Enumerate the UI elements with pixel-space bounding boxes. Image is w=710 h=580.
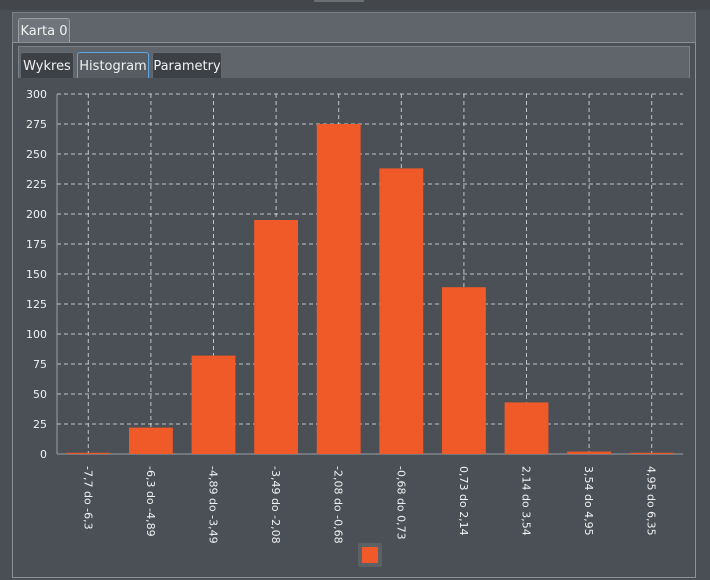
y-tick-label: 225 [26, 178, 47, 191]
inner-tab-strip: Wykres Histogram Parametry [18, 46, 690, 79]
y-tick-label: 250 [26, 148, 47, 161]
tab-wykres-label: Wykres [23, 58, 71, 74]
card-panel: Wykres Histogram Parametry 0 25 50 75 100 125… [12, 42, 696, 578]
tab-parametry[interactable]: Parametry [152, 52, 222, 79]
tab-wykres[interactable]: Wykres [20, 52, 74, 79]
tab-histogram-label: Histogram [79, 58, 147, 74]
y-tick-label: 200 [26, 208, 47, 221]
x-tick-label: -0,68 do 0,73 [394, 466, 407, 540]
x-tick-label: -6,3 do -4,89 [144, 466, 157, 537]
tab-histogram[interactable]: Histogram [77, 52, 149, 79]
histogram-bar[interactable] [66, 452, 111, 454]
histogram-chart: 0 25 50 75 100 125 150 175 200 225 250 275 300 -7,7 d… [26, 88, 683, 567]
tab-karta-0-label: Karta 0 [20, 24, 68, 39]
x-tick-label: -2,08 do -0,68 [332, 466, 345, 544]
x-tick-label: 4,95 do 6,35 [645, 466, 658, 536]
top-bar-handle[interactable] [314, 0, 364, 2]
y-tick-label: 25 [33, 418, 47, 431]
window-top-bar [0, 0, 710, 10]
histogram-bar[interactable] [254, 220, 299, 454]
y-tick-label: 300 [26, 88, 47, 101]
histogram-bar[interactable] [629, 452, 674, 454]
histogram-bar[interactable] [316, 124, 361, 454]
x-tick-label: -7,7 do -6,3 [81, 466, 94, 530]
y-tick-label: 175 [26, 238, 47, 251]
x-tick-label: 3,54 do 4,95 [582, 466, 595, 536]
legend-swatch [362, 547, 378, 563]
x-tick-label: -3,49 do -2,08 [269, 466, 282, 544]
y-tick-label: 100 [26, 328, 47, 341]
x-tick-label: 0,73 do 2,14 [457, 466, 470, 536]
histogram-bar[interactable] [191, 355, 236, 454]
histogram-bar[interactable] [504, 402, 549, 454]
outer-tab-strip: Karta 0 [12, 12, 696, 44]
x-tick-label: -4,89 do -3,49 [207, 466, 220, 544]
y-tick-label: 0 [40, 448, 47, 461]
y-tick-label: 275 [26, 118, 47, 131]
histogram-bar[interactable] [128, 427, 173, 454]
histogram-chart-area: 0 25 50 75 100 125 150 175 200 225 250 275 300 -7,7 d… [18, 78, 690, 574]
y-tick-label: 125 [26, 298, 47, 311]
y-tick-label: 50 [33, 388, 47, 401]
y-tick-label: 75 [33, 358, 47, 371]
x-tick-label: 2,14 do 3,54 [520, 466, 533, 536]
histogram-bar[interactable] [567, 451, 612, 454]
tab-parametry-label: Parametry [153, 58, 221, 74]
y-tick-label: 150 [26, 268, 47, 281]
histogram-bar[interactable] [441, 287, 486, 454]
tab-karta-0[interactable]: Karta 0 [18, 18, 70, 44]
histogram-bar[interactable] [379, 168, 424, 454]
